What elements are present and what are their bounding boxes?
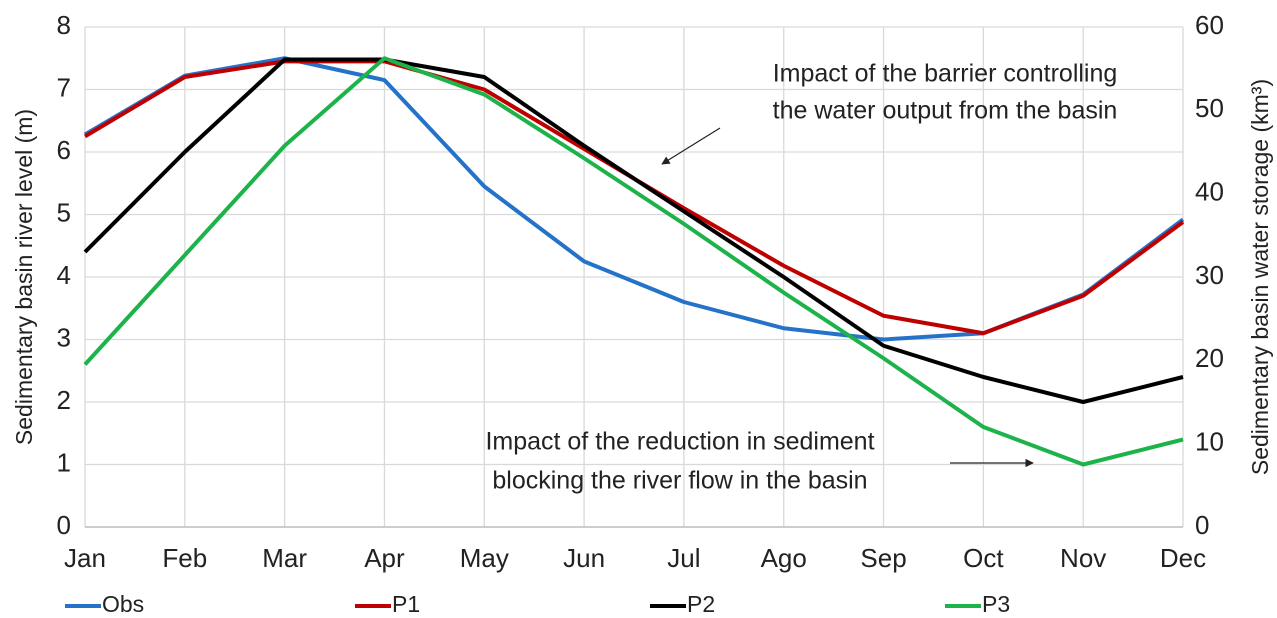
x-tick-label: Ago (761, 543, 807, 573)
x-tick-label: Dec (1160, 543, 1206, 573)
y2-tick-label: 10 (1195, 427, 1224, 457)
y2-axis-title: Sedimentary basin water storage (km³) (1247, 79, 1273, 475)
y-tick-label: 7 (57, 72, 71, 102)
annotation: Impact of the barrier controlling (773, 60, 1118, 88)
x-tick-label: Mar (262, 543, 307, 573)
y2-tick-label: 40 (1195, 177, 1224, 207)
x-tick-label: Feb (162, 543, 207, 573)
x-tick-label: Oct (963, 543, 1004, 573)
y-tick-label: 0 (57, 510, 71, 540)
annotation-arrow (661, 127, 721, 165)
y-tick-label: 3 (57, 322, 71, 352)
legend-label: Obs (102, 591, 144, 617)
x-tick-label: Sep (860, 543, 906, 573)
y-tick-label: 8 (57, 10, 71, 40)
y-tick-label: 5 (57, 197, 71, 227)
y-tick-label: 6 (57, 135, 71, 165)
legend-label: P3 (982, 591, 1010, 617)
y2-tick-label: 60 (1195, 10, 1224, 40)
x-tick-label: May (460, 543, 509, 573)
y-tick-label: 2 (57, 385, 71, 415)
x-tick-label: Jul (667, 543, 700, 573)
y-axis-title: Sedimentary basin river level (m) (11, 109, 37, 445)
legend-label: P2 (687, 591, 715, 617)
x-tick-label: Apr (364, 543, 405, 573)
y-tick-label: 4 (57, 260, 71, 290)
x-tick-label: Nov (1060, 543, 1106, 573)
y2-tick-label: 20 (1195, 343, 1224, 373)
series-line (83, 56, 1184, 467)
annotation: the water output from the basin (773, 97, 1118, 125)
y2-tick-label: 50 (1195, 93, 1224, 123)
annotation: Impact of the reduction in sediment (485, 428, 874, 456)
y2-tick-label: 0 (1195, 510, 1209, 540)
series-line (83, 57, 1184, 404)
y2-tick-label: 30 (1195, 260, 1224, 290)
annotation: blocking the river flow in the basin (492, 467, 867, 495)
legend-label: P1 (392, 591, 420, 617)
y-tick-label: 1 (57, 447, 71, 477)
x-tick-label: Jan (64, 543, 106, 573)
x-tick-label: Jun (563, 543, 605, 573)
